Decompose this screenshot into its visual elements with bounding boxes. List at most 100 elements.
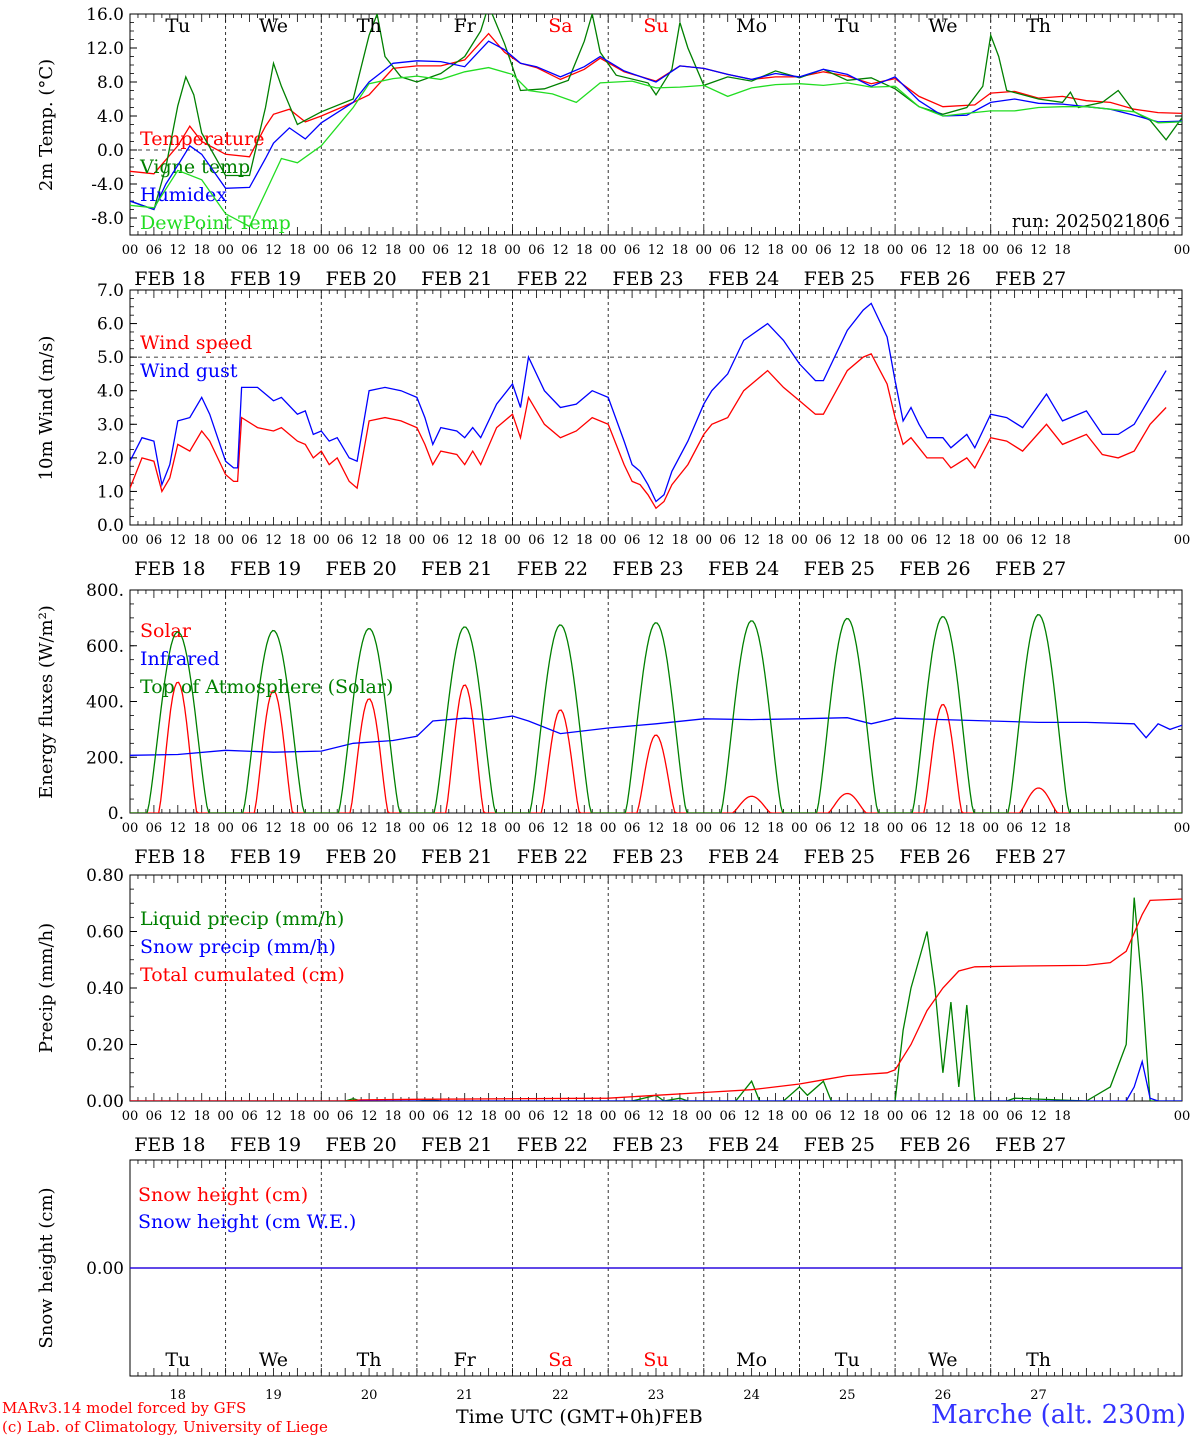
hour-tick-label: 00 [409,1109,426,1124]
hour-tick-label: 00 [409,243,426,258]
hour-tick-label: 00 [122,533,139,548]
date-label: FEB 20 [326,558,397,580]
hour-tick-label: 18 [289,243,306,258]
hour-tick-label: 12 [839,243,856,258]
date-label: FEB 19 [230,268,301,290]
hour-tick-label: 00 [791,821,808,836]
panel-4: 0.80 0.60 0.40 0.20 0.00 Precip (mm/h) Liquid … [36,866,1190,1156]
hour-tick-label: 06 [241,533,258,548]
date-label: FEB 27 [995,846,1066,868]
hour-tick-label: 18 [193,1109,210,1124]
hour-tick-label: 12 [648,243,665,258]
hour-tick-label: 06 [624,243,641,258]
hour-tick-label: 00 [122,821,139,836]
panel-3: 800. 600. 400. 200. 0. Energy fluxes (W/m²) So… [36,581,1190,868]
hour-tick-label: 00 [696,533,713,548]
series-line-temperature [130,32,1182,175]
series-line-total-cumulated-cm [130,898,1182,1101]
hour-tick-label: 12 [743,821,760,836]
date-label: FEB 24 [708,1134,779,1156]
hour-tick-label: 18 [576,533,593,548]
time-axis-label: Time UTC (GMT+0h) [456,1406,662,1428]
hour-tick-label: 06 [241,1109,258,1124]
y-tick-label: 0.00 [86,1259,124,1279]
weekday-label: Fr [454,15,477,37]
hour-tick-label: 12 [552,1109,569,1124]
hour-tick-label: 12 [170,821,187,836]
date-label: FEB 20 [326,268,397,290]
legend-entry: Total cumulated (cm) [140,964,345,986]
hour-tick-label: 18 [289,821,306,836]
day-number-label: 22 [552,1388,569,1403]
weekday-label: Sa [548,15,572,37]
hour-tick-label: 18 [672,243,689,258]
date-label: FEB 22 [517,1134,588,1156]
hour-tick-label: 12 [552,533,569,548]
series-line-humidex [130,40,1182,211]
date-label: FEB 20 [326,1134,397,1156]
hour-tick-label: 12 [935,821,952,836]
date-label: FEB 22 [517,268,588,290]
date-label: FEB 26 [899,846,970,868]
hour-tick-label: 18 [385,1109,402,1124]
series-line-snow-precip-mm-h [130,1058,1182,1101]
date-label: FEB 23 [612,846,683,868]
weekday-label-bottom: Mo [736,1349,767,1371]
hour-tick-label: 00 [887,821,904,836]
hour-tick-label: 06 [911,1109,928,1124]
hour-tick-label: 18 [1054,243,1071,258]
hour-tick-label: 12 [361,821,378,836]
hour-tick-label: 18 [480,243,497,258]
hour-tick-label: 12 [1030,243,1047,258]
hour-tick-label: 06 [337,243,354,258]
panel-1: 16.0 12.0 8.0 4.0 0.0 -4.0 -8.0 2m Temp. (°C) Te… [36,5,1190,290]
hour-tick-label: 06 [433,821,450,836]
hour-tick-label: 18 [959,821,976,836]
hour-tick-label: 06 [337,1109,354,1124]
hour-tick-label: 06 [241,821,258,836]
y-tick-label: 200. [86,748,124,768]
hour-tick-label: 18 [959,243,976,258]
hour-tick-label: 12 [1030,1109,1047,1124]
credit-line-lab: (c) Lab. of Climatology, University of L… [2,1418,328,1436]
y-tick-label: 16.0 [86,5,124,25]
weekday-label: We [928,15,957,37]
date-label: FEB 19 [230,558,301,580]
hour-tick-label: 00 [791,243,808,258]
hour-tick-label: 18 [863,1109,880,1124]
weekday-label-bottom: Th [357,1349,382,1371]
hour-tick-label: 00 [313,1109,330,1124]
weekday-label: We [259,15,288,37]
date-label: FEB 23 [612,268,683,290]
hour-tick-label: 18 [863,821,880,836]
hour-tick-label: 06 [719,821,736,836]
hour-tick-label: 00 [696,243,713,258]
hour-tick-label: 00 [504,1109,521,1124]
date-label: FEB 19 [230,846,301,868]
hour-tick-label: 00 [1174,533,1191,548]
y-tick-label: -4.0 [91,175,124,195]
hour-tick-label: 06 [528,821,545,836]
y-tick-label: 12.0 [86,39,124,59]
hour-tick-label: 06 [146,243,163,258]
hour-tick-label: 06 [911,821,928,836]
hour-tick-label: 06 [1006,821,1023,836]
hour-tick-label: 12 [456,1109,473,1124]
hour-tick-label: 06 [241,243,258,258]
y-tick-label: 4.0 [97,107,124,127]
hour-tick-label: 18 [385,821,402,836]
weekday-label-bottom: Tu [835,1349,860,1371]
hour-tick-label: 00 [600,533,617,548]
y-tick-label: 5.0 [97,348,124,368]
hour-tick-label: 06 [815,821,832,836]
hour-tick-label: 12 [456,243,473,258]
hour-tick-label: 18 [385,243,402,258]
hour-tick-label: 00 [504,533,521,548]
y-tick-label: 0. [108,804,124,824]
hour-tick-label: 18 [1054,821,1071,836]
hour-tick-label: 18 [672,1109,689,1124]
hour-tick-label: 00 [504,821,521,836]
weekday-label-bottom: Th [1026,1349,1051,1371]
hour-tick-label: 12 [839,1109,856,1124]
hour-tick-label: 18 [1054,533,1071,548]
